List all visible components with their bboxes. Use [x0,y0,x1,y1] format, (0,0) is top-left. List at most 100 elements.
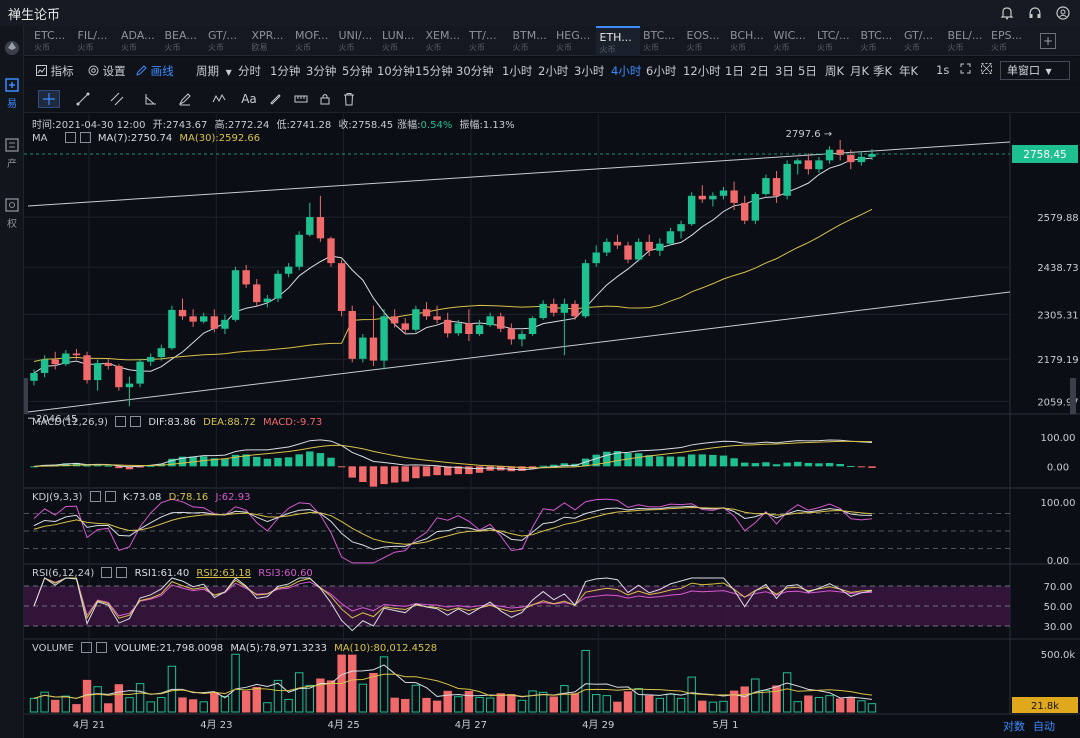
settings-small-icon[interactable] [89,491,101,502]
symbol-tab[interactable]: BEL/... 火币 [944,26,988,56]
timeframe-button[interactable]: 15分钟 [415,64,453,78]
symbol-tab[interactable]: ETH... 火币 [595,26,640,56]
settings-button[interactable]: 设置 [88,63,126,79]
timeframe-button[interactable]: 分时 [238,64,261,78]
crosshair-icon[interactable] [38,90,60,108]
price-chart[interactable]: 2758.45 2797.6 → 2046.45 2579.88 2438.73 2305… [24,114,1080,738]
nav-rights[interactable]: 权 [0,198,24,230]
symbol-tab[interactable]: BEA... 火币 [161,26,205,56]
expand-icon[interactable] [981,63,992,77]
timeframe-button[interactable]: 3日 [775,64,794,78]
auto-scale-button[interactable]: 自动 [1033,720,1055,733]
draw-button[interactable]: 画线 [136,63,174,79]
lock-icon[interactable] [314,90,336,108]
ma7-value: MA(7):2750.74 [97,133,173,144]
timeframe-button[interactable]: 1小时 [502,64,533,78]
timeframe-button[interactable]: 2小时 [538,64,569,78]
chart-area[interactable]: 2758.45 2797.6 → 2046.45 2579.88 2438.73 2305… [24,114,1080,738]
timeframe-button[interactable]: 年K [899,64,919,78]
close-small-icon[interactable] [130,416,142,427]
timeframe-button[interactable]: 季K [873,64,893,78]
add-tab-button[interactable]: + [1040,33,1056,49]
timeframe-button[interactable]: 1日 [725,64,744,78]
angle-icon[interactable] [140,90,162,108]
symbol-tab[interactable]: XPR... 欧易 [248,26,292,56]
timeframe-button[interactable]: 10分钟 [377,64,415,78]
settings-small-icon[interactable] [101,567,113,578]
timeframe-button[interactable]: 6小时 [646,64,677,78]
candle-body [613,241,622,246]
timeframe-button[interactable]: 周K [825,64,845,78]
ruler-icon[interactable] [290,90,312,108]
symbol-tab[interactable]: MOF... 火币 [291,26,335,56]
log-scale-button[interactable]: 对数 [1003,719,1025,733]
macd-bar [178,456,187,467]
volume-bar [549,696,558,713]
symbol-tab[interactable]: EOS... 火币 [683,26,727,56]
symbol-tab[interactable]: BTM... 火币 [509,26,553,56]
timeframe-button[interactable]: 30分钟 [456,64,494,78]
timeframe-button[interactable]: 3小时 [574,64,605,78]
low-value: 低:2741.28 [276,120,332,131]
settings-small-icon[interactable] [81,642,93,653]
parallel-lines-icon[interactable] [106,90,128,108]
timeframe-button[interactable]: 月K [850,64,870,78]
headset-icon[interactable] [1026,4,1044,22]
timeframe-button[interactable]: 3分钟 [306,64,337,78]
symbol-tab[interactable]: WIC... 火币 [770,26,814,56]
symbol-tab[interactable]: BTC... 火币 [857,26,901,56]
settings-small-icon[interactable] [115,416,127,427]
symbol-tab[interactable]: BTC... 火币 [639,26,683,56]
candle-body [687,195,696,225]
symbol-tab[interactable]: LUN... 火币 [378,26,422,56]
close-small-icon[interactable] [116,567,128,578]
timeframe-button[interactable]: 2日 [750,64,769,78]
trash-icon[interactable] [338,90,360,108]
timeframe-button[interactable]: 5日 [798,64,817,78]
brush-icon[interactable] [264,90,286,108]
symbol-tab[interactable]: GT/... 火币 [204,26,248,56]
nav-trade[interactable]: 易 [0,78,24,110]
symbol-tab[interactable]: TT/... 火币 [465,26,509,56]
volume-bar [867,703,877,713]
symbol-tab[interactable]: LTC/... 火币 [813,26,857,56]
symbol-tab-exchange: 火币 [77,43,94,52]
timeframe-button[interactable]: 1分钟 [270,64,301,78]
fullscreen-icon[interactable] [960,63,971,77]
timeframe-button[interactable]: 12小时 [683,64,721,78]
symbol-tab[interactable]: UNI/... 火币 [335,26,379,56]
candle-body [295,234,303,267]
symbol-tab[interactable]: GT/... 火币 [900,26,944,56]
indicator-button[interactable]: 指标 [36,63,74,79]
pen-icon[interactable] [174,90,196,108]
symbol-tab[interactable]: EPS... 火币 [987,26,1031,56]
user-icon[interactable] [1054,4,1072,22]
close-small-icon[interactable] [79,132,91,143]
timeframe-button[interactable]: 4小时 [611,64,642,78]
symbol-tab[interactable]: XEM... 火币 [422,26,466,56]
trend-line-icon[interactable] [72,90,94,108]
symbol-tab[interactable]: HEG... 火币 [552,26,596,56]
nav-assets[interactable]: 产 [0,138,24,170]
timeframe-button[interactable]: 5分钟 [342,64,373,78]
window-mode-dropdown[interactable]: 单窗口 ▼ [1000,61,1070,80]
symbol-tab-exchange: 火币 [817,43,833,52]
macd-bar [284,457,293,467]
period-dropdown[interactable]: 周期 ▼ [196,63,232,79]
volume-ma10-line [33,673,873,699]
candle-body [157,348,166,358]
close-small-icon[interactable] [96,642,108,653]
text-tool-icon[interactable]: Aa [241,92,257,106]
symbol-tab[interactable]: ADA... 火币 [117,26,161,56]
symbol-tab[interactable]: ETC... 火币 [30,26,74,56]
upper-trend-line [27,141,1011,207]
settings-label: 设置 [102,64,126,78]
volume-bar [443,690,452,713]
bell-icon[interactable] [998,4,1016,22]
seconds-button[interactable]: 1s [936,63,950,77]
symbol-tab[interactable]: BCH... 火币 [726,26,770,56]
settings-small-icon[interactable] [64,132,76,143]
close-small-icon[interactable] [104,491,116,502]
wave-icon[interactable] [208,90,230,108]
symbol-tab[interactable]: FIL/... 火币 [74,26,118,56]
